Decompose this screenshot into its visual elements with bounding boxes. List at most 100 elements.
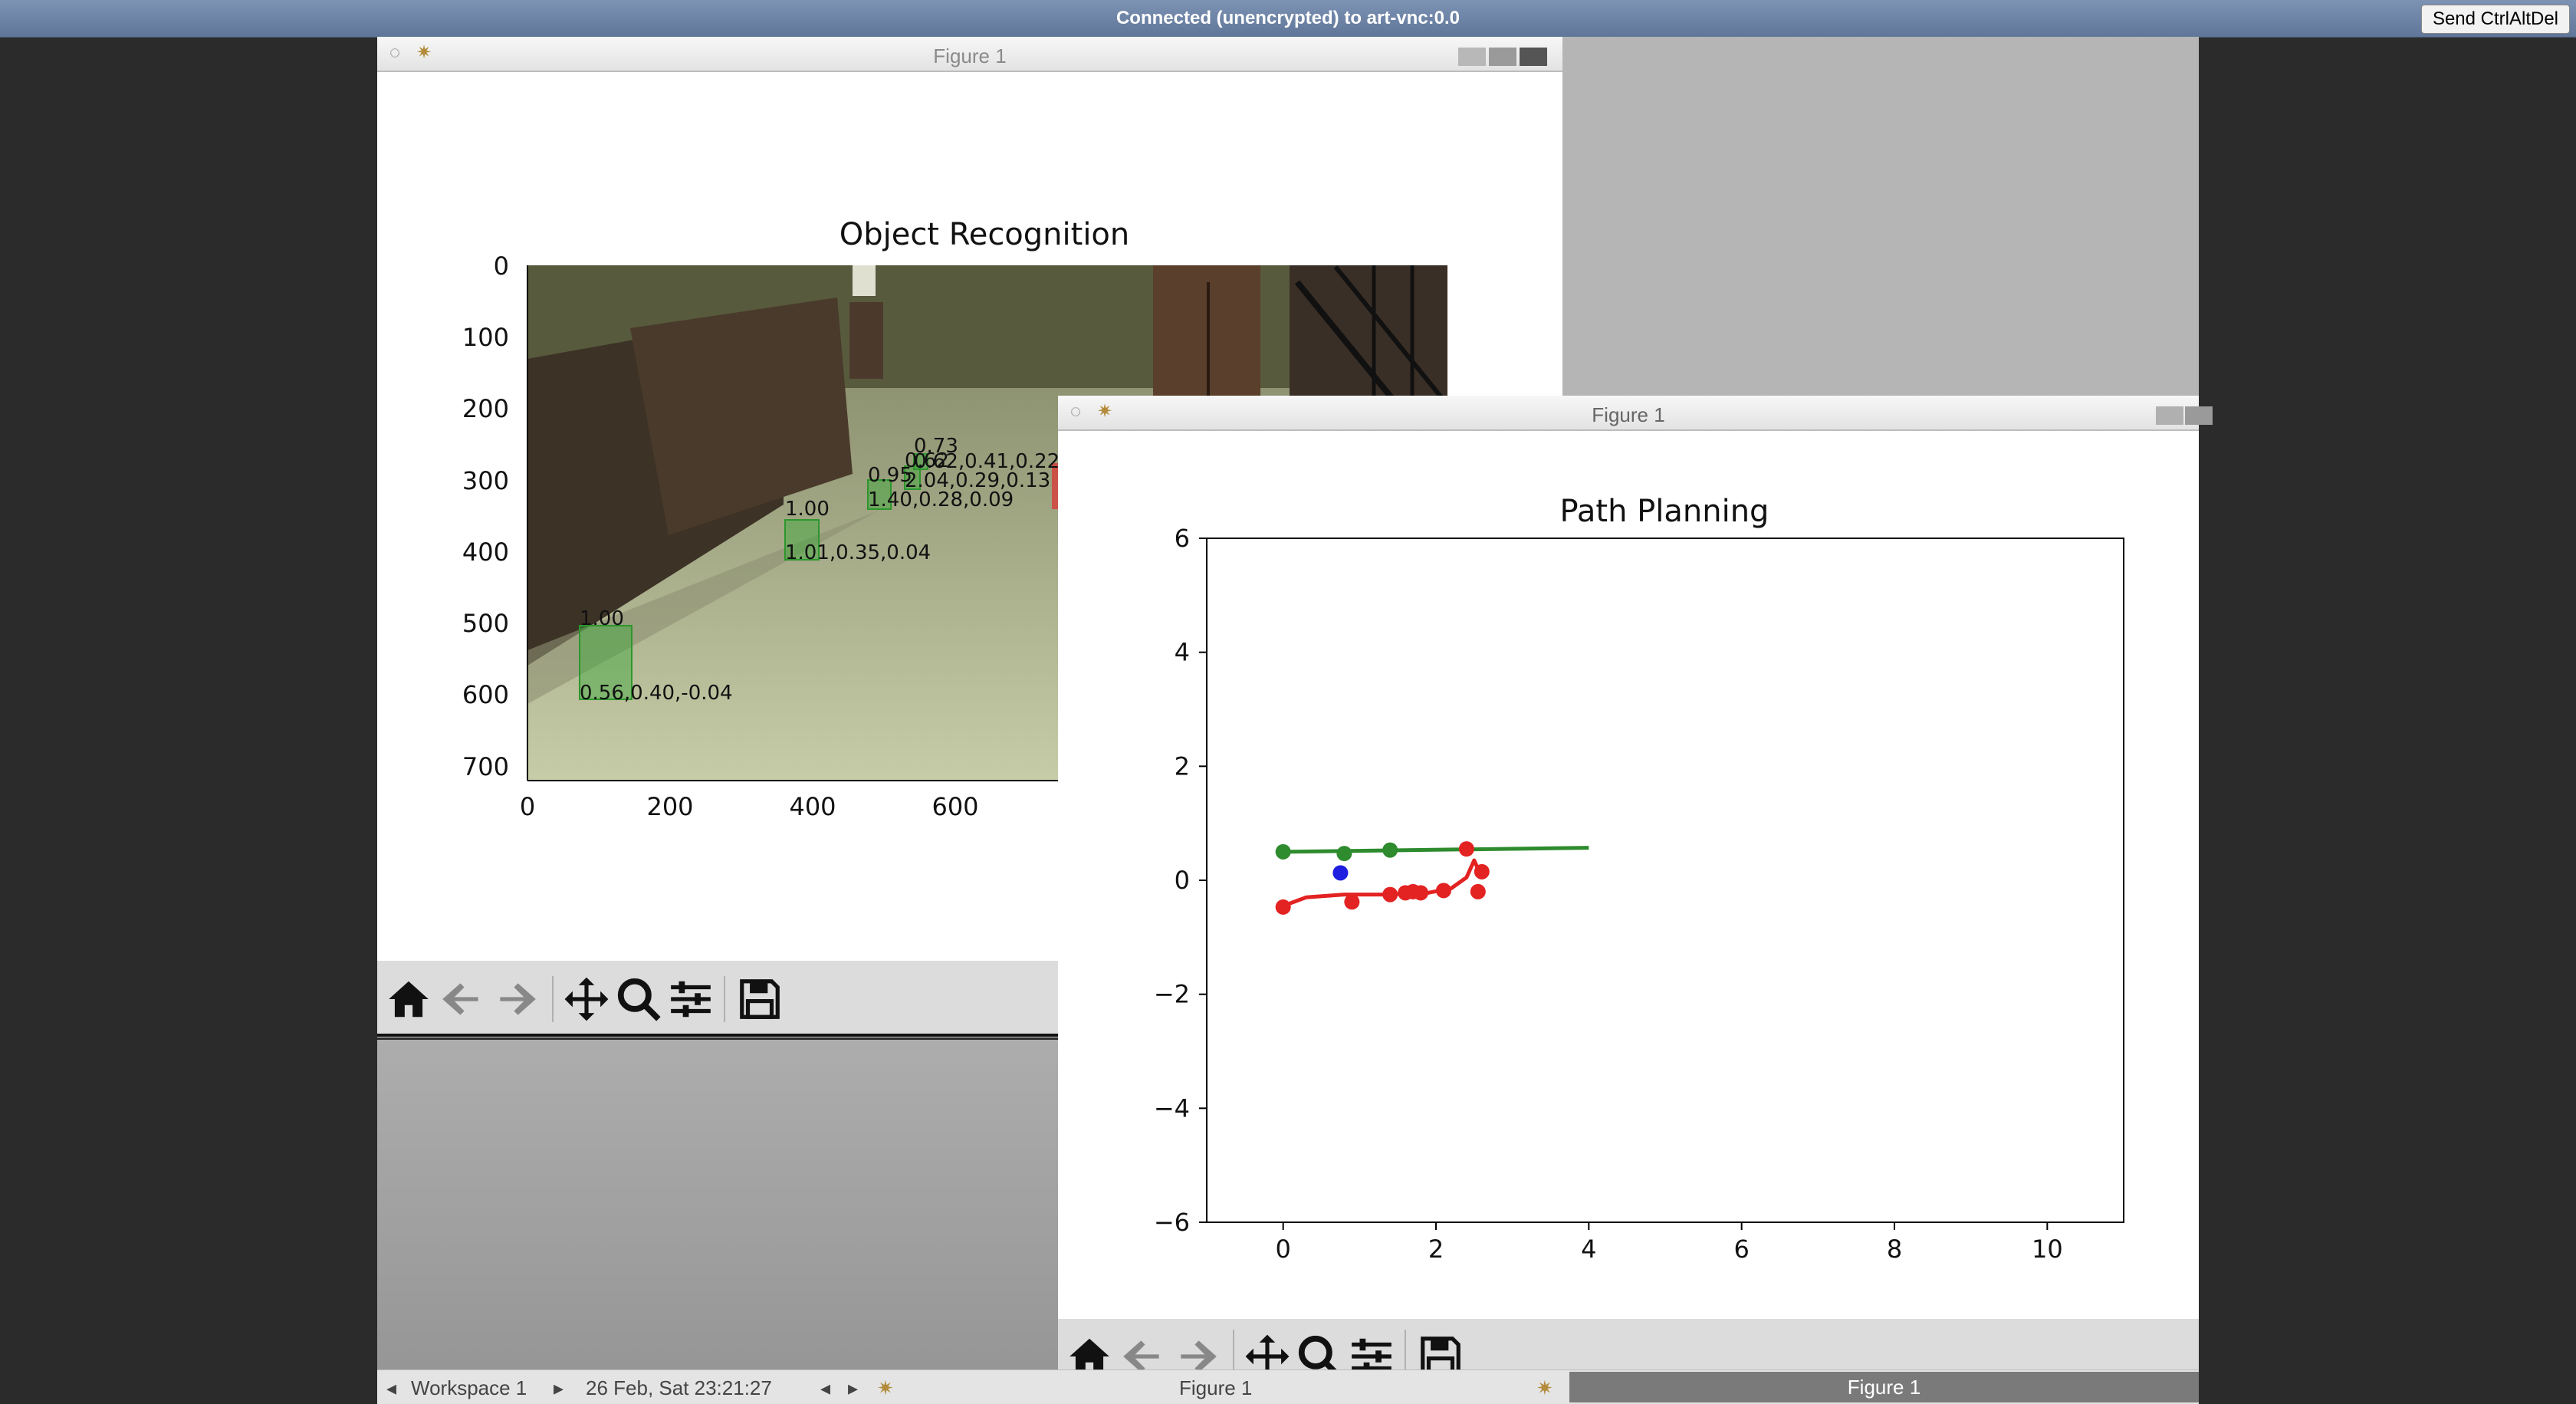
window-titlebar[interactable]: ◌ ✷ Figure 1 (377, 37, 1562, 72)
task-prev-icon[interactable]: ◂ (820, 1376, 831, 1399)
detection-box (579, 625, 632, 700)
y-tick-label: 100 (462, 323, 509, 352)
window-divider (377, 1034, 1058, 1037)
x-tick-label: 8 (1887, 1235, 1902, 1264)
send-ctrl-alt-del-button[interactable]: Send CtrlAltDel (2420, 5, 2570, 34)
detection-box (904, 465, 921, 490)
taskbar-item-active[interactable]: Figure 1 (1569, 1372, 2199, 1402)
detection-score: 1.00 (580, 607, 624, 630)
forward-icon[interactable] (492, 975, 540, 1023)
toolbar-divider (1405, 1330, 1406, 1376)
data-point (1344, 894, 1360, 910)
x-tick-label: 10 (2032, 1235, 2063, 1264)
workspace-next-icon[interactable]: ▸ (554, 1376, 564, 1399)
x-tick-label: 6 (1733, 1235, 1749, 1264)
plot-title: Object Recognition (840, 217, 1130, 252)
x-tick-label: 2 (1428, 1235, 1444, 1264)
toolbar-divider (552, 976, 554, 1022)
y-tick-label: 400 (462, 538, 509, 567)
desktop-area (1562, 37, 2199, 397)
app-icon: ✷ (416, 42, 432, 63)
y-tick-label: 0 (1175, 866, 1190, 895)
y-tick-label: −2 (1154, 980, 1190, 1009)
clock: 26 Feb, Sat 23:21:27 (586, 1376, 772, 1399)
back-icon[interactable] (439, 975, 486, 1023)
app-icon: ✷ (1536, 1376, 1553, 1399)
detection-box (913, 453, 928, 470)
desktop-area (377, 1040, 1058, 1369)
workspace-prev-icon[interactable]: ◂ (386, 1376, 397, 1399)
window-menu-icon[interactable]: ◌ (1070, 401, 1082, 422)
y-tick-label: 6 (1175, 524, 1190, 553)
data-point (1336, 846, 1352, 862)
data-point (1275, 843, 1291, 860)
chart-title: Path Planning (1560, 494, 1769, 529)
maximize-button[interactable] (1489, 48, 1516, 66)
x-tick-label: 0 (520, 792, 535, 821)
maximize-button[interactable] (2185, 406, 2213, 425)
detection-info: 1.01,0.35,0.04 (785, 541, 931, 564)
y-tick-label: −6 (1154, 1208, 1190, 1237)
y-tick-label: 0 (494, 252, 509, 281)
x-tick-label: 600 (932, 792, 978, 821)
series-line (1282, 858, 1480, 908)
window-titlebar[interactable]: ◌ ✷ Figure 1 (1058, 396, 2213, 431)
toolbar-divider (724, 976, 725, 1022)
x-tick-label: 400 (789, 792, 836, 821)
navigation-toolbar (1058, 1319, 2199, 1379)
plot-frame (1206, 538, 2124, 1223)
taskbar: ◂ Workspace 1 ▸ 26 Feb, Sat 23:21:27 ◂ ▸… (377, 1369, 2199, 1404)
save-icon[interactable] (736, 975, 784, 1023)
home-icon[interactable] (1066, 1333, 1113, 1380)
detection-score: 1.00 (785, 498, 830, 521)
data-point (1413, 885, 1429, 901)
task-next-icon[interactable]: ▸ (848, 1376, 859, 1399)
window-title: Figure 1 (1592, 403, 1665, 426)
data-point (1435, 883, 1451, 899)
minimize-button[interactable] (1458, 48, 1486, 66)
detection-score: 0.62 (905, 449, 949, 472)
y-tick-label: 200 (462, 394, 509, 423)
detection-box (867, 479, 892, 510)
x-tick-label: 200 (646, 792, 693, 821)
data-point (1382, 842, 1398, 858)
y-tick-label: 600 (462, 680, 509, 709)
configure-icon[interactable] (667, 975, 715, 1023)
y-tick-label: 300 (462, 466, 509, 495)
detection-info: 2.04,0.29,0.13 (905, 469, 1050, 492)
forward-icon[interactable] (1173, 1333, 1221, 1380)
y-tick-label: 4 (1175, 638, 1190, 667)
zoom-icon[interactable] (615, 975, 662, 1023)
detection-info: 1.40,0.28,0.09 (868, 488, 1014, 511)
pan-icon[interactable] (1244, 1333, 1291, 1380)
toolbar-divider (1233, 1330, 1234, 1376)
path-planning-plot: Path Planning 0 2 4 6 8 10 −6 −4 −2 0 2 4 6 (1154, 494, 2124, 1264)
workspace-label[interactable]: Workspace 1 (411, 1376, 527, 1399)
x-tick-label: 4 (1581, 1235, 1596, 1264)
data-point (1332, 865, 1349, 881)
y-tick-label: 2 (1175, 751, 1190, 781)
data-point (1470, 883, 1486, 899)
data-point (1275, 899, 1291, 915)
data-point (1474, 863, 1490, 880)
y-tick-label: 500 (462, 609, 509, 638)
y-tick-label: 700 (462, 752, 509, 781)
pan-icon[interactable] (563, 975, 610, 1023)
figure-window-path-planning: ◌ ✷ Figure 1 Path Planning 0 2 4 6 8 10 −6 −4 −2… (1058, 396, 2213, 1379)
vnc-connection-title: Connected (unencrypted) to art-vnc:0.0 (1116, 8, 1460, 28)
home-icon[interactable] (385, 975, 432, 1023)
detection-info: 0.62,0.41,0.22 (914, 450, 1060, 473)
detection-boxes (579, 453, 928, 700)
back-icon[interactable] (1119, 1333, 1167, 1380)
configure-icon[interactable] (1348, 1333, 1395, 1380)
x-tick-label: 0 (1275, 1235, 1290, 1264)
detection-score: 0.95 (868, 464, 912, 487)
detection-box (784, 519, 820, 561)
detection-score: 0.73 (914, 435, 958, 458)
vnc-title-bar: Connected (unencrypted) to art-vnc:0.0 S… (0, 0, 2576, 38)
close-button[interactable] (1520, 48, 1547, 66)
taskbar-item[interactable]: Figure 1 (1179, 1376, 1253, 1399)
detection-info: 0.56,0.40,-0.04 (580, 682, 733, 705)
window-menu-icon[interactable]: ◌ (389, 42, 401, 63)
minimize-button[interactable] (2156, 406, 2183, 425)
